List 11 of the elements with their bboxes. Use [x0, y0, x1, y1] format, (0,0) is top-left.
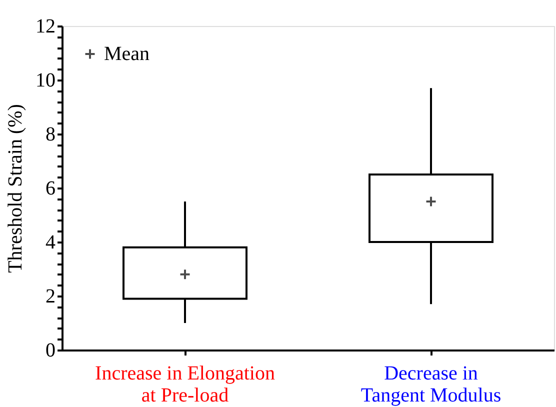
x-tick-label: Decrease in Tangent Modulus [360, 362, 502, 406]
legend-label: Mean [104, 43, 150, 65]
y-tick-label: 6 [46, 178, 56, 200]
y-tick-label: 12 [36, 16, 56, 38]
y-tick-label: 10 [36, 70, 56, 92]
y-tick-label: 8 [46, 124, 56, 146]
y-tick-label: 4 [46, 232, 56, 254]
y-tick-label: 2 [46, 286, 56, 308]
y-tick-label: 0 [46, 340, 56, 362]
x-tick-label: Increase in Elongation at Pre-load [95, 362, 275, 406]
y-axis-title: Threshold Strain (%) [4, 104, 26, 273]
